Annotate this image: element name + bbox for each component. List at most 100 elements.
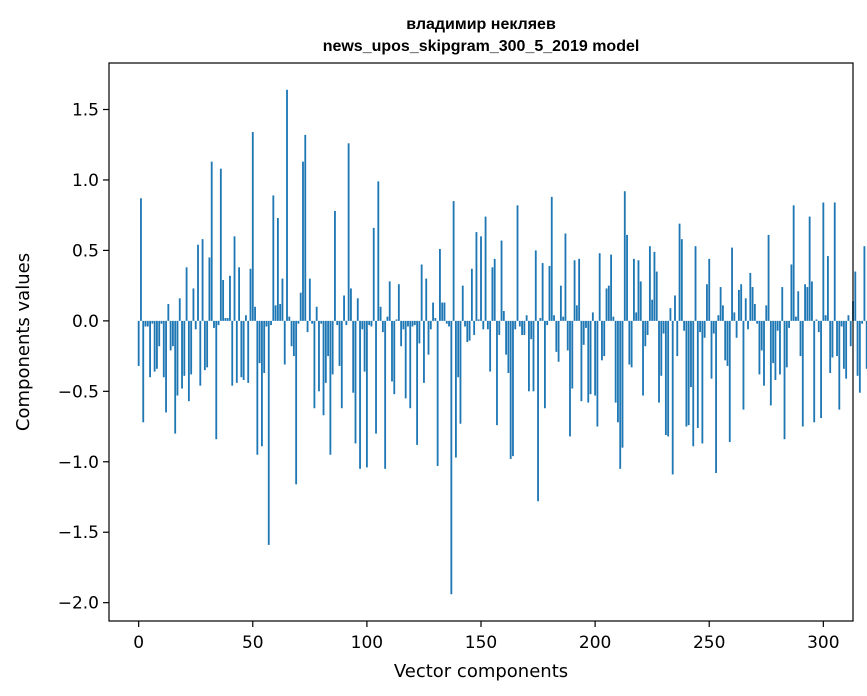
- bar-214: [626, 234, 628, 321]
- bar-264: [740, 284, 743, 321]
- bar-299: [820, 320, 822, 419]
- bar-126: [425, 278, 428, 321]
- bar-61: [276, 218, 279, 321]
- bar-293: [806, 287, 809, 321]
- bar-40: [229, 275, 231, 321]
- bar-312: [849, 320, 852, 347]
- bar-230: [662, 320, 665, 334]
- bar-29: [203, 320, 206, 371]
- x-tick-label: 200: [579, 633, 611, 653]
- bar-102: [370, 320, 373, 327]
- bar-133: [441, 302, 444, 321]
- bar-117: [404, 320, 407, 399]
- bar-232: [667, 320, 670, 437]
- bar-315: [856, 320, 859, 376]
- bar-193: [578, 258, 581, 321]
- bar-217: [633, 258, 635, 321]
- bar-156: [493, 258, 496, 321]
- bar-149: [477, 319, 480, 321]
- bar-139: [454, 320, 457, 458]
- bar-14: [169, 320, 172, 351]
- bar-269: [751, 287, 754, 321]
- bar-253: [715, 320, 717, 474]
- y-tick-label: 1.0: [72, 171, 99, 191]
- bar-67: [290, 320, 293, 347]
- bar-273: [760, 320, 763, 351]
- bar-145: [468, 320, 471, 341]
- bar-250: [708, 258, 711, 321]
- bar-127: [427, 320, 430, 355]
- bar-12: [165, 320, 167, 413]
- bar-157: [496, 320, 498, 426]
- bar-224: [648, 246, 651, 321]
- bar-238: [680, 239, 683, 321]
- bar-163: [509, 320, 512, 459]
- y-tick-label: −1.0: [58, 453, 99, 473]
- bar-120: [411, 320, 414, 327]
- bar-47: [245, 315, 247, 321]
- bar-0: [137, 320, 140, 366]
- bar-182: [553, 315, 555, 321]
- bar-256: [722, 305, 724, 321]
- bar-209: [614, 320, 617, 403]
- bar-48: [247, 320, 250, 383]
- bar-146: [470, 268, 473, 321]
- bar-249: [706, 284, 708, 321]
- y-axis-label: Components values: [13, 253, 34, 431]
- bar-201: [596, 320, 599, 427]
- bar-241: [687, 320, 690, 426]
- bar-240: [685, 320, 688, 427]
- bar-288: [795, 316, 797, 321]
- bar-258: [726, 320, 729, 366]
- bar-211: [619, 320, 622, 469]
- bar-297: [815, 319, 818, 321]
- bar-52: [256, 320, 259, 455]
- bar-54: [261, 320, 263, 447]
- bar-91: [345, 320, 348, 326]
- bar-281: [779, 320, 781, 375]
- bar-276: [767, 234, 770, 321]
- bar-262: [735, 320, 738, 338]
- bar-15: [171, 320, 174, 347]
- bar-105: [377, 181, 380, 321]
- bar-206: [607, 285, 610, 321]
- bar-167: [518, 320, 521, 327]
- bar-184: [557, 320, 560, 362]
- bar-84: [329, 320, 332, 455]
- bar-95: [354, 320, 357, 444]
- bar-36: [219, 168, 222, 321]
- bar-174: [534, 250, 537, 321]
- bar-140: [457, 320, 460, 378]
- bar-90: [343, 295, 345, 321]
- bar-17: [176, 320, 179, 396]
- y-tick-label: 1.5: [72, 101, 99, 121]
- bar-181: [550, 196, 553, 321]
- bar-204: [603, 320, 606, 357]
- bar-306: [836, 320, 838, 357]
- bar-153: [486, 320, 489, 330]
- bar-150: [480, 236, 482, 321]
- bar-142: [461, 285, 464, 321]
- bar-4: [146, 320, 149, 327]
- bar-231: [664, 320, 667, 435]
- bar-19: [181, 320, 183, 389]
- bar-300: [822, 202, 825, 321]
- y-tick-label: −0.5: [58, 382, 99, 402]
- bar-106: [379, 306, 382, 321]
- bar-1: [140, 198, 142, 321]
- bar-123: [418, 320, 421, 344]
- bar-158: [498, 320, 501, 335]
- bar-8: [156, 320, 158, 369]
- bar-32: [210, 161, 213, 321]
- bar-138: [452, 201, 455, 321]
- bar-99: [363, 320, 366, 372]
- bar-31: [208, 257, 211, 321]
- bar-79: [318, 320, 320, 392]
- bar-88: [338, 320, 341, 366]
- bar-257: [724, 320, 727, 361]
- bar-307: [838, 320, 841, 410]
- bar-23: [190, 320, 193, 375]
- bar-285: [788, 320, 791, 328]
- bar-143: [464, 320, 466, 327]
- bar-265: [742, 320, 745, 410]
